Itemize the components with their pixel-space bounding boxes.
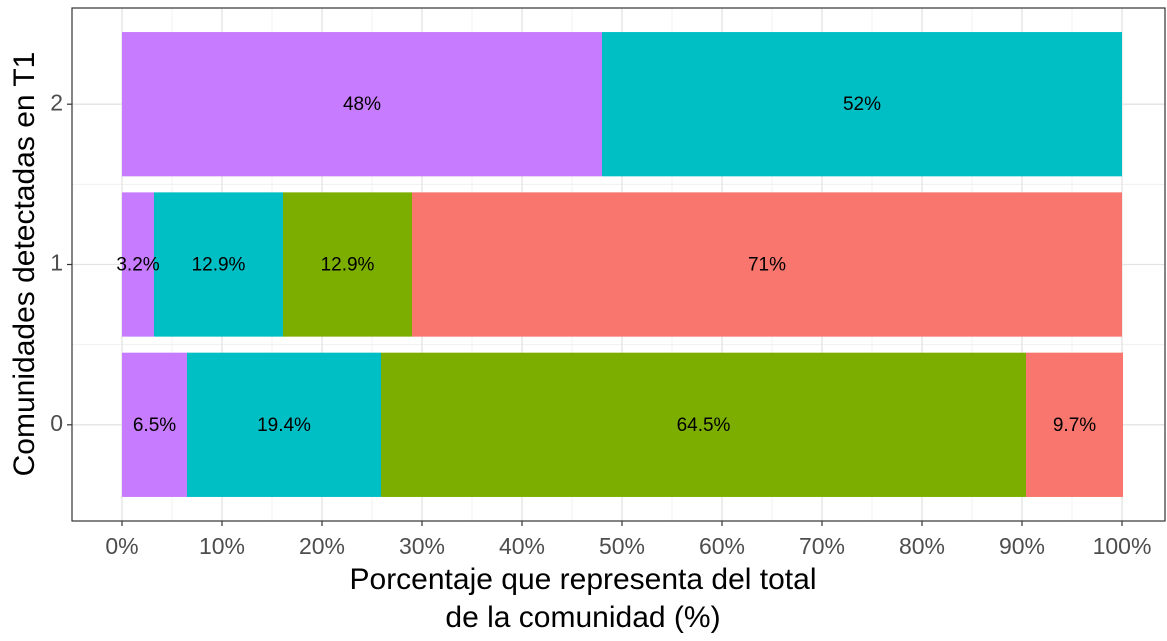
bar-segment	[1026, 352, 1123, 497]
x-axis-title: Porcentaje que representa del total	[350, 563, 817, 596]
bar-segment	[154, 192, 283, 337]
data-label: 48%	[343, 94, 381, 115]
x-tick-label: 0%	[105, 533, 138, 559]
data-label: 3.2%	[116, 255, 159, 276]
labels: 6.5% 19.4% 64.5% 9.7% 3.2% 12.9% 12.9% 71% 48% 52…	[116, 94, 1096, 436]
x-tick-label: 90%	[999, 533, 1045, 559]
bar-segment	[187, 352, 381, 497]
x-tick-label: 50%	[599, 533, 645, 559]
x-tick-label: 80%	[899, 533, 945, 559]
bar-segment	[602, 32, 1122, 177]
x-tick-label: 20%	[299, 533, 345, 559]
bar-segment	[412, 192, 1122, 337]
data-label: 9.7%	[1053, 415, 1096, 436]
bars	[122, 32, 1123, 497]
data-label: 71%	[748, 255, 786, 276]
data-label: 19.4%	[257, 415, 311, 436]
bar-segment	[122, 352, 187, 497]
y-tick-label: 2	[50, 89, 63, 115]
x-tick-label: 30%	[399, 533, 445, 559]
x-tick-label: 100%	[1093, 533, 1152, 559]
bar-segment	[122, 192, 154, 337]
x-tick-label: 70%	[799, 533, 845, 559]
x-tick-label: 40%	[499, 533, 545, 559]
data-label: 64.5%	[677, 415, 731, 436]
x-axis-title: de la comunidad (%)	[445, 601, 720, 634]
data-label: 12.9%	[321, 255, 375, 276]
bar-segment	[381, 352, 1026, 497]
data-label: 12.9%	[192, 255, 246, 276]
y-tick-label: 0	[50, 410, 63, 436]
data-label: 6.5%	[133, 415, 176, 436]
y-tick-label: 1	[50, 250, 63, 276]
bar-segment	[283, 192, 412, 337]
y-axis-title: Comunidades detectadas en T1	[8, 52, 41, 477]
data-label: 52%	[843, 94, 881, 115]
x-tick-label: 60%	[699, 533, 745, 559]
bar-segment	[122, 32, 602, 177]
x-tick-label: 10%	[199, 533, 245, 559]
